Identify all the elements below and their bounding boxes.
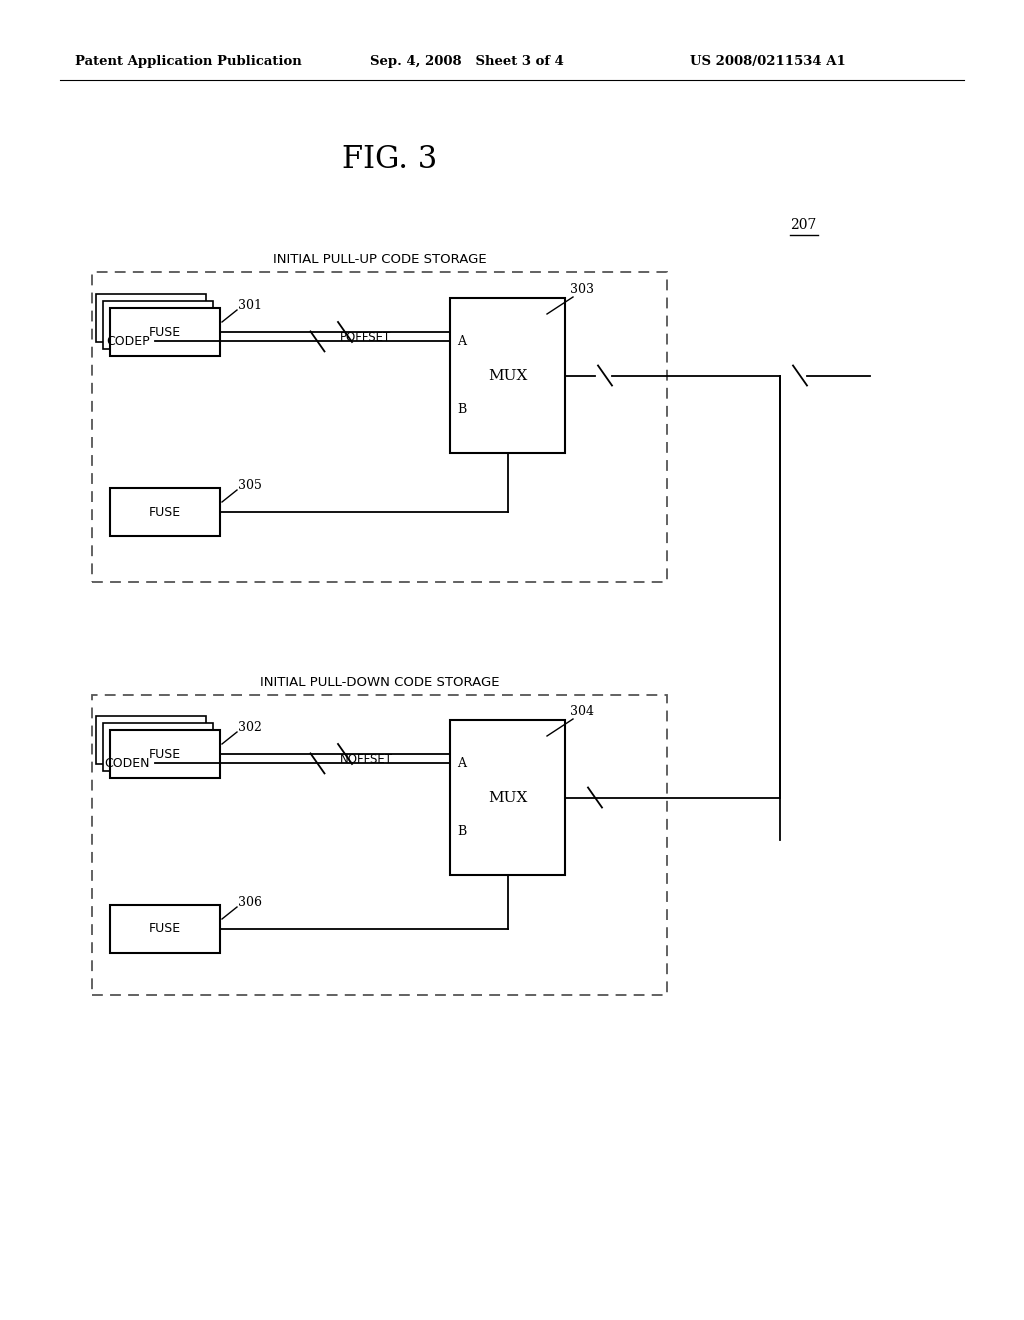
Text: A: A — [457, 335, 466, 348]
Text: 302: 302 — [238, 721, 262, 734]
Bar — [103, 301, 213, 348]
Bar — [96, 715, 206, 764]
Text: B: B — [457, 403, 466, 416]
Text: CODEP: CODEP — [106, 335, 150, 348]
Bar — [96, 294, 206, 342]
Bar — [92, 272, 667, 582]
Text: 306: 306 — [238, 896, 262, 909]
Bar — [110, 488, 220, 536]
Text: 207: 207 — [790, 218, 816, 232]
Text: INITIAL PULL-UP CODE STORAGE: INITIAL PULL-UP CODE STORAGE — [272, 253, 486, 267]
Text: CODEN: CODEN — [104, 756, 150, 770]
Text: FUSE: FUSE — [148, 923, 181, 936]
Text: US 2008/0211534 A1: US 2008/0211534 A1 — [690, 55, 846, 69]
Text: MUX: MUX — [487, 368, 527, 383]
Bar — [103, 723, 213, 771]
Text: B: B — [457, 825, 466, 838]
Bar — [110, 308, 220, 356]
Text: Patent Application Publication: Patent Application Publication — [75, 55, 302, 69]
Text: MUX: MUX — [487, 791, 527, 804]
Text: 305: 305 — [238, 479, 262, 492]
Text: INITIAL PULL-DOWN CODE STORAGE: INITIAL PULL-DOWN CODE STORAGE — [260, 676, 500, 689]
Text: 303: 303 — [570, 282, 594, 296]
Bar — [110, 730, 220, 777]
Text: A: A — [457, 756, 466, 770]
Bar — [450, 719, 565, 875]
Bar — [110, 906, 220, 953]
Text: FIG. 3: FIG. 3 — [342, 144, 437, 176]
Text: FUSE: FUSE — [148, 506, 181, 519]
Text: FUSE: FUSE — [148, 747, 181, 760]
Text: Sep. 4, 2008   Sheet 3 of 4: Sep. 4, 2008 Sheet 3 of 4 — [370, 55, 564, 69]
Text: FUSE: FUSE — [148, 326, 181, 338]
Text: POFFSET: POFFSET — [340, 331, 391, 345]
Bar — [92, 696, 667, 995]
Text: 301: 301 — [238, 300, 262, 312]
Text: 304: 304 — [570, 705, 594, 718]
Text: NOFFSET: NOFFSET — [340, 752, 393, 766]
Bar — [450, 298, 565, 453]
